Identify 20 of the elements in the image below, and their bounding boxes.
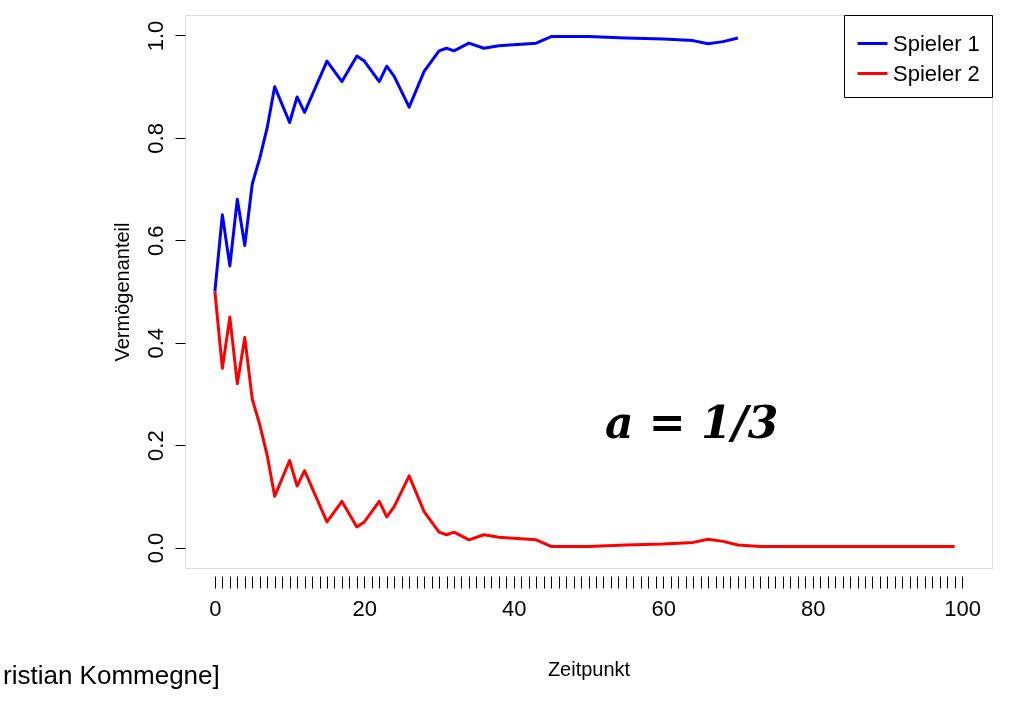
x-tick-label: 60 — [651, 595, 676, 621]
y-axis-title: Vermögenanteil — [110, 222, 133, 362]
y-tick-label: 1.0 — [142, 20, 168, 52]
annotation: a = 1/3 — [605, 397, 779, 448]
line-series — [213, 290, 957, 548]
y-tick-label: 0.8 — [142, 123, 168, 154]
y-tick-label: 0.6 — [142, 225, 168, 257]
x-tick-label: 20 — [352, 595, 378, 621]
x-tick-label: 40 — [502, 595, 527, 621]
line-series — [213, 35, 740, 293]
y-tick-label: 0.4 — [142, 327, 168, 359]
x-tick-label: 80 — [800, 595, 826, 621]
x-axis-title: Zeitpunkt — [547, 657, 631, 680]
legend-label: Spieler 1 — [893, 30, 980, 56]
x-tick-label: 0 — [209, 595, 222, 621]
text: ristian Kommegne] — [3, 660, 220, 690]
y-tick-label: 0.0 — [142, 532, 168, 564]
legend-label: Spieler 2 — [893, 60, 980, 86]
x-tick-label: 100 — [944, 595, 981, 621]
y-tick-label: 0.2 — [142, 430, 168, 461]
